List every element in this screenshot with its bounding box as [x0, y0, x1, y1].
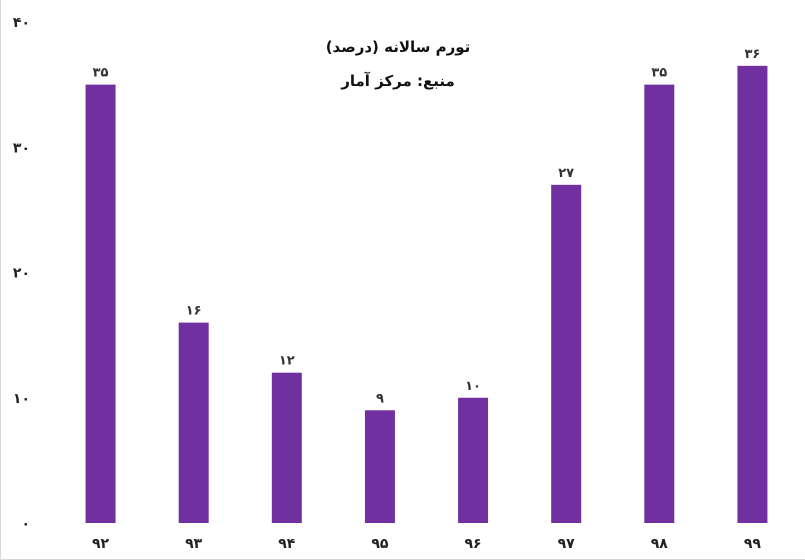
bar-value-label: ۳۵	[93, 66, 109, 81]
chart-title: تورم سالانه (درصد)	[326, 38, 471, 56]
x-tick-label: ۹۵	[371, 536, 389, 552]
bar-value-label: ۱۶	[186, 304, 202, 319]
bar-value-label: ۳۵	[651, 66, 667, 81]
x-tick-label: ۹۴	[278, 536, 296, 552]
x-tick-label: ۹۸	[651, 536, 669, 552]
bar-value-label: ۹	[376, 391, 384, 406]
x-tick-label: ۹۶	[465, 536, 482, 552]
x-tick-label: ۹۳	[185, 536, 203, 552]
y-axis-tick-labels: ۰ ۱۰ ۲۰ ۳۰ ۴۰	[13, 15, 30, 532]
bar-value-label: ۱۰	[465, 379, 481, 394]
bar	[644, 84, 675, 523]
x-tick-label: ۹۲	[92, 536, 110, 552]
x-tick-label: ۹۹	[744, 536, 762, 552]
chart-subtitle: منبع: مرکز آمار	[340, 72, 455, 90]
bar	[737, 65, 768, 524]
bar	[85, 84, 116, 523]
y-tick-label: ۳۰	[13, 140, 30, 156]
bar	[551, 184, 582, 523]
bar-value-label: ۳۶	[745, 47, 761, 62]
y-tick-label: ۱۰	[13, 391, 30, 407]
y-tick-label: ۰	[21, 516, 30, 532]
bar-value-label: ۱۲	[279, 354, 295, 369]
y-tick-label: ۴۰	[13, 15, 30, 31]
bar-series	[85, 65, 768, 524]
bar	[364, 410, 395, 523]
bar-data-labels: ۳۵ ۱۶ ۱۲ ۹ ۱۰ ۲۷ ۳۵ ۳۶	[93, 47, 761, 406]
y-tick-label: ۲۰	[13, 266, 30, 282]
bar	[271, 372, 302, 523]
x-tick-label: ۹۷	[558, 536, 576, 552]
x-axis-tick-labels: ۹۲ ۹۳ ۹۴ ۹۵ ۹۶ ۹۷ ۹۸ ۹۹	[92, 536, 761, 552]
bar	[458, 397, 489, 523]
bar	[178, 322, 209, 523]
bar-value-label: ۲۷	[558, 166, 574, 181]
